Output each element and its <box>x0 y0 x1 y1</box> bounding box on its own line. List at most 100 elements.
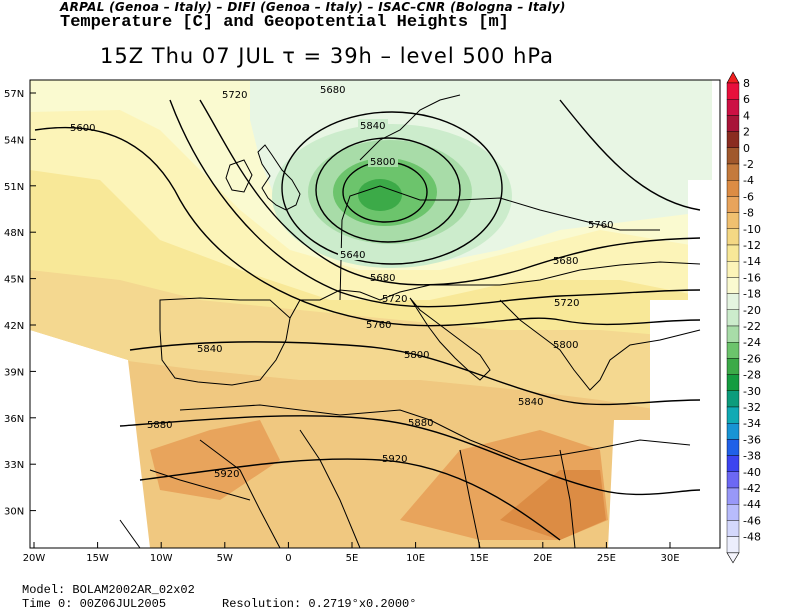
colorbar-swatch <box>726 406 740 424</box>
lon-tick-label: 15W <box>86 553 109 564</box>
contour-label: 5880 <box>408 418 433 429</box>
lon-tick-label: 10W <box>150 553 173 564</box>
colorbar-swatch <box>726 82 740 100</box>
colorbar-label: -6 <box>743 190 754 203</box>
colorbar-swatch <box>726 277 740 294</box>
colorbar-swatch <box>726 520 740 537</box>
colorbar-label: -30 <box>743 385 761 398</box>
contour-label: 5840 <box>360 121 385 132</box>
colorbar-label: -22 <box>743 320 761 333</box>
colorbar-label: -2 <box>743 158 754 171</box>
colorbar-swatch <box>726 98 740 116</box>
colorbar-label: -38 <box>743 450 761 463</box>
contour-label: 5680 <box>553 256 578 267</box>
colorbar-swatch <box>726 115 740 132</box>
lat-tick-label: 51N <box>4 182 24 193</box>
lat-tick-label: 39N <box>4 367 24 378</box>
colorbar-label: -14 <box>743 255 761 268</box>
colorbar-label: -8 <box>743 207 754 220</box>
lat-tick-label: 45N <box>4 275 24 286</box>
contour-labels: 5680 5720 5840 5800 5600 5640 5680 5720 … <box>70 83 613 480</box>
colorbar-label: -48 <box>743 531 761 544</box>
time0-label: Time 0: 00Z06JUL2005 <box>22 597 167 611</box>
lon-tick-label: 25E <box>597 553 616 564</box>
colorbar-label: -44 <box>743 498 761 511</box>
chart-title: Temperature [C] and Geopotential Heights… <box>60 13 509 32</box>
colorbar-swatch <box>726 325 740 343</box>
colorbar-label: -40 <box>743 466 761 479</box>
lon-tick-label: 30E <box>660 553 679 564</box>
contour-label: 5800 <box>553 340 578 351</box>
colorbar-label: -26 <box>743 352 761 365</box>
colorbar-swatch <box>726 293 740 311</box>
height-contours <box>34 99 701 541</box>
colorbar-label: 2 <box>743 126 750 139</box>
contour-label: 5760 <box>366 320 391 331</box>
colorbar-swatch <box>726 423 740 440</box>
colorbar-label: -4 <box>743 174 754 187</box>
contour-label: 5720 <box>222 90 247 101</box>
lon-tick-label: 0 <box>285 553 291 564</box>
contour-label: 5600 <box>70 123 95 134</box>
colorbar-label: -24 <box>743 336 761 349</box>
colorbar-label: -34 <box>743 417 761 430</box>
latitude-axis: 57N 54N 51N 48N 45N 42N 39N 36N 33N 30N <box>4 89 36 518</box>
plot-frame <box>29 79 721 549</box>
colorbar-swatch <box>726 374 740 392</box>
colorbar-swatch <box>726 342 740 359</box>
colorbar-swatch <box>726 244 740 262</box>
contour-label: 5640 <box>340 250 365 261</box>
colorbar-swatch <box>726 439 740 456</box>
colorbar-label: -46 <box>743 514 761 527</box>
contour-label: 5880 <box>147 420 172 431</box>
colorbar-label: -16 <box>743 271 761 284</box>
colorbar-top-arrow <box>726 71 740 84</box>
resolution-label: Resolution: 0.2719°x0.2000° <box>222 597 417 611</box>
colorbar-swatch <box>726 504 740 521</box>
longitude-axis: 20W 15W 10W 5W 0 5E 10E 15E 20E 25E 30E <box>23 542 680 564</box>
colorbar-swatch <box>726 261 740 278</box>
colorbar-swatch <box>726 196 740 213</box>
colorbar-label: -32 <box>743 401 761 414</box>
lat-tick-label: 48N <box>4 228 24 239</box>
colorbar-label: -10 <box>743 223 761 236</box>
colorbar-swatch <box>726 309 740 327</box>
contour-label: 5920 <box>214 469 239 480</box>
contour-label: 5680 <box>320 85 345 96</box>
chart-subtitle: 15Z Thu 07 JUL τ = 39h – level 500 hPa <box>100 44 554 68</box>
colorbar-swatch <box>726 358 740 375</box>
lon-tick-label: 5E <box>346 553 359 564</box>
contour-label: 5680 <box>370 273 395 284</box>
colorbar-label: -20 <box>743 304 761 317</box>
colorbar-swatch <box>726 455 740 473</box>
lat-tick-label: 54N <box>4 135 24 146</box>
lon-tick-label: 15E <box>470 553 489 564</box>
colorbar-label: -28 <box>743 369 761 382</box>
colorbar-label: 0 <box>743 142 750 155</box>
contour-label: 5840 <box>197 344 222 355</box>
colorbar-label: -42 <box>743 482 761 495</box>
contour-label: 5720 <box>554 298 579 309</box>
lon-tick-label: 5W <box>217 553 233 564</box>
lon-tick-label: 20W <box>23 553 46 564</box>
contour-label: 5760 <box>588 220 613 231</box>
lon-tick-label: 10E <box>406 553 425 564</box>
colorbar-label: 4 <box>743 109 750 122</box>
colorbar-swatch <box>726 131 740 149</box>
temperature-field <box>30 80 712 548</box>
colorbar-label: -12 <box>743 239 761 252</box>
colorbar-swatch <box>726 487 740 505</box>
lat-tick-label: 30N <box>4 507 24 518</box>
lat-tick-label: 36N <box>4 414 24 425</box>
colorbar-bottom-arrow <box>726 552 740 564</box>
colorbar-swatch <box>726 179 740 197</box>
colorbar-swatch <box>726 471 740 489</box>
colorbar-label: 8 <box>743 77 750 90</box>
colorbar-swatch <box>726 228 740 246</box>
colorbar-label: -36 <box>743 433 761 446</box>
colorbar-label: -18 <box>743 288 761 301</box>
lon-tick-label: 20E <box>533 553 552 564</box>
colorbar-swatch <box>726 390 740 408</box>
colorbar: 8 6 4 2 0 -2 -4 -6 -8 -10 -12 -14 -16 -18 -20 -22 -24 -26… <box>726 71 761 564</box>
